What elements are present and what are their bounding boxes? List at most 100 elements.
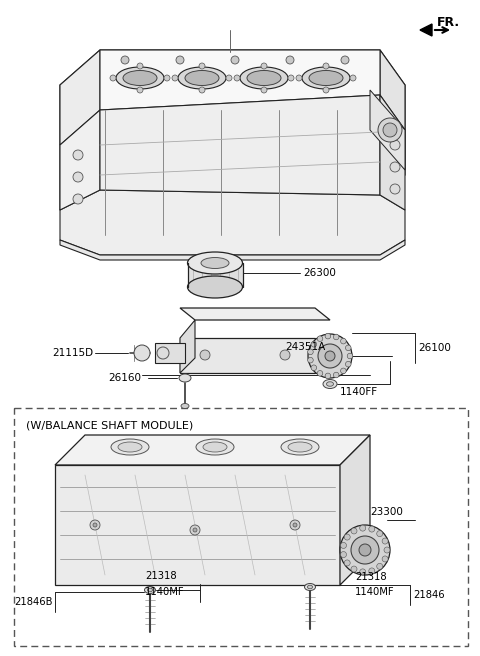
Circle shape <box>351 528 357 534</box>
Ellipse shape <box>185 70 219 85</box>
Ellipse shape <box>288 442 312 452</box>
Ellipse shape <box>247 70 281 85</box>
Circle shape <box>347 353 353 359</box>
Circle shape <box>346 361 351 367</box>
Circle shape <box>318 344 342 368</box>
Circle shape <box>73 150 83 160</box>
Ellipse shape <box>111 439 149 455</box>
Circle shape <box>384 547 390 553</box>
Ellipse shape <box>144 586 156 594</box>
Circle shape <box>325 373 331 379</box>
Circle shape <box>340 552 347 558</box>
Ellipse shape <box>147 588 153 592</box>
Circle shape <box>378 118 402 142</box>
Ellipse shape <box>308 585 312 588</box>
Circle shape <box>193 528 197 532</box>
Circle shape <box>346 345 351 351</box>
Circle shape <box>134 345 150 361</box>
Circle shape <box>359 544 371 556</box>
Circle shape <box>369 568 375 574</box>
Circle shape <box>290 520 300 530</box>
Circle shape <box>121 56 129 64</box>
Circle shape <box>390 140 400 150</box>
Circle shape <box>288 75 294 81</box>
Circle shape <box>369 526 375 532</box>
Polygon shape <box>55 465 340 585</box>
Ellipse shape <box>201 258 229 268</box>
Circle shape <box>334 372 339 378</box>
Text: 24351A: 24351A <box>285 342 325 352</box>
Ellipse shape <box>309 70 343 85</box>
Circle shape <box>73 172 83 182</box>
Circle shape <box>340 543 347 548</box>
Circle shape <box>311 341 317 347</box>
Text: FR.: FR. <box>437 16 460 28</box>
Circle shape <box>377 564 383 569</box>
Circle shape <box>226 75 232 81</box>
Polygon shape <box>155 343 185 363</box>
Circle shape <box>317 336 323 342</box>
Ellipse shape <box>188 276 242 298</box>
Circle shape <box>308 334 352 378</box>
Polygon shape <box>180 338 315 373</box>
Circle shape <box>93 523 97 527</box>
Polygon shape <box>340 435 370 585</box>
Circle shape <box>341 56 349 64</box>
Circle shape <box>325 351 335 361</box>
Circle shape <box>73 194 83 204</box>
Text: 21846B: 21846B <box>14 597 52 607</box>
Circle shape <box>261 87 267 93</box>
Circle shape <box>199 87 205 93</box>
Polygon shape <box>380 95 405 210</box>
Polygon shape <box>60 240 405 260</box>
Polygon shape <box>55 435 370 465</box>
Circle shape <box>340 525 390 575</box>
Circle shape <box>377 531 383 537</box>
Text: 1140MF: 1140MF <box>145 587 185 597</box>
Circle shape <box>190 525 200 535</box>
Circle shape <box>200 350 210 360</box>
Polygon shape <box>60 50 405 210</box>
Ellipse shape <box>181 403 189 409</box>
Bar <box>14 408 468 646</box>
Ellipse shape <box>179 374 191 382</box>
Text: 21846: 21846 <box>413 590 444 600</box>
Circle shape <box>360 569 366 575</box>
Circle shape <box>296 75 302 81</box>
Circle shape <box>323 87 329 93</box>
Ellipse shape <box>326 382 334 386</box>
Text: 26100: 26100 <box>418 343 451 353</box>
Text: 21318: 21318 <box>145 571 177 581</box>
Ellipse shape <box>203 442 227 452</box>
Text: 1140FF: 1140FF <box>340 387 378 397</box>
Polygon shape <box>100 95 380 195</box>
Circle shape <box>308 349 313 355</box>
Ellipse shape <box>323 380 337 388</box>
Circle shape <box>110 75 116 81</box>
Circle shape <box>137 87 143 93</box>
Polygon shape <box>188 263 242 287</box>
Circle shape <box>164 75 170 81</box>
Ellipse shape <box>281 439 319 455</box>
Ellipse shape <box>118 442 142 452</box>
Circle shape <box>90 520 100 530</box>
Circle shape <box>390 162 400 172</box>
Text: 26160: 26160 <box>108 373 141 383</box>
Text: 26300: 26300 <box>303 268 336 278</box>
Ellipse shape <box>123 70 157 85</box>
Polygon shape <box>180 308 330 320</box>
Ellipse shape <box>178 67 226 89</box>
Circle shape <box>383 123 397 137</box>
Text: (W/BALANCE SHAFT MODULE): (W/BALANCE SHAFT MODULE) <box>26 420 193 430</box>
Ellipse shape <box>240 67 288 89</box>
Text: 23300: 23300 <box>370 507 403 517</box>
Circle shape <box>286 56 294 64</box>
Circle shape <box>199 63 205 69</box>
Polygon shape <box>380 50 405 130</box>
Polygon shape <box>60 110 100 210</box>
Circle shape <box>351 566 357 572</box>
Circle shape <box>334 334 339 340</box>
Circle shape <box>317 371 323 376</box>
Circle shape <box>176 56 184 64</box>
Circle shape <box>360 525 366 531</box>
